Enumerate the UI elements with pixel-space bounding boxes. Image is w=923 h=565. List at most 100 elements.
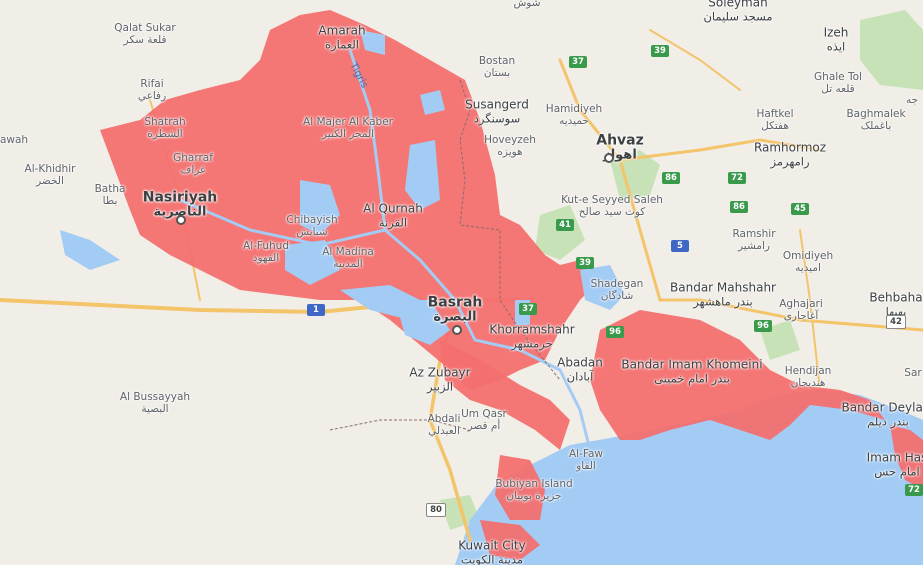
place-label-bandar-mahshahr[interactable]: Bandar Mahshahr بندر ماهشهر <box>670 281 776 308</box>
place-label-ghale-tol[interactable]: Ghale Tol قلعه تل <box>814 71 862 95</box>
label-ar: بندر ماهشهر <box>693 294 753 309</box>
place-label-al-faw[interactable]: Al-Faw الفاو <box>569 448 603 472</box>
place-label-hoveyzeh[interactable]: Hoveyzeh هويزه <box>484 134 536 158</box>
place-label-hendijan[interactable]: Hendijan هندیجان <box>785 365 832 389</box>
place-label-omidiyeh[interactable]: Omidiyeh امیدیه <box>783 250 833 274</box>
label-ar: العمارة <box>325 37 359 52</box>
road-shield: 37 <box>519 303 537 315</box>
label-en: Imam Has <box>866 450 923 465</box>
label-en: Khorramshahr <box>489 322 575 337</box>
label-en: Chibayish <box>286 213 338 226</box>
label-ar: البصرة <box>433 309 477 325</box>
place-label-awah[interactable]: awah <box>0 134 28 146</box>
label-ar: العبدلي <box>428 425 460 437</box>
place-label-bandar-deylam[interactable]: Bandar Deylamبندر دیلم <box>841 401 923 428</box>
place-label-izeh[interactable]: Izeh ایذه <box>824 26 849 53</box>
persian-gulf <box>455 390 923 565</box>
label-en: Bostan <box>478 54 516 67</box>
place-label-batha[interactable]: Batha بطا <box>95 183 126 207</box>
place-label-kuwait-city[interactable]: Kuwait City مدينة الكويت <box>458 539 525 565</box>
label-ar: الفهود <box>252 252 280 264</box>
place-label-baghmalek[interactable]: Baghmalek باغملک <box>846 108 905 132</box>
place-label-jah[interactable]: جه <box>906 94 918 106</box>
label-ar: باغملک <box>860 120 892 132</box>
road-shield: 45 <box>791 203 809 215</box>
label-en: Shatrah <box>144 115 186 128</box>
label-en: Al Bussayyah <box>119 390 191 403</box>
label-en: Um Qasr <box>461 407 507 420</box>
label-ar: بستان <box>483 67 511 79</box>
label-ar: الزبير <box>426 379 454 394</box>
place-label-khorramshahr[interactable]: Khorramshahr خرمشهر <box>489 323 574 350</box>
place-label-gharraf[interactable]: Gharraf غراف <box>173 152 213 176</box>
label-en: Izeh <box>823 25 849 40</box>
place-label-sar[interactable]: Sar <box>904 367 921 379</box>
place-label-al-khidhir[interactable]: Al-Khidhir الخضر <box>25 163 76 187</box>
label-ar: الناصرية <box>153 204 207 220</box>
label-ar: ایذه <box>826 39 846 54</box>
label-en: Haftkel <box>756 107 794 120</box>
label-ar: کوت سید صالح <box>578 206 646 218</box>
city-dot-basrah[interactable] <box>452 325 462 335</box>
place-label-shatrah[interactable]: Shatrah الشطرة <box>144 116 185 140</box>
place-label-bostan[interactable]: Bostan بستان <box>479 55 515 79</box>
place-label-al-bussayyah[interactable]: Al Bussayyah البصية <box>120 391 190 415</box>
place-label-amarah[interactable]: Amarah العمارة <box>318 24 365 51</box>
place-label-aghajari[interactable]: Aghajari آغاجاری <box>779 298 823 322</box>
place-label-haftkel[interactable]: Haftkel هفتکل <box>756 108 793 132</box>
place-label-al-majer[interactable]: Al Majer Al Kaber المجر الكبير <box>303 116 393 140</box>
place-label-soleyman[interactable]: Soleyman مسجد سلیمان <box>703 0 772 24</box>
label-ar: قلعه تل <box>821 83 855 95</box>
place-label-az-zubayr[interactable]: Az Zubayr الزبير <box>409 366 470 393</box>
place-label-behbaha[interactable]: Behbaha بهبها <box>869 291 922 318</box>
road-shield: 41 <box>556 219 574 231</box>
place-label-nasiriyah[interactable]: Nasiriyah الناصرية <box>143 189 218 220</box>
place-label-qalat-sukar[interactable]: Qalat Sukar قلعة سكر <box>114 22 175 46</box>
road-shield: 37 <box>569 56 587 68</box>
place-label-abadan[interactable]: Abadan آبادان <box>557 356 603 383</box>
place-label-abdali[interactable]: Abdali العبدلي <box>428 413 461 437</box>
label-en: Al Madina <box>322 245 374 258</box>
place-label-rifai[interactable]: Rifai رفاعي <box>138 78 166 102</box>
place-label-bandar-imam-khomeini[interactable]: Bandar Imam Khomeini بندر امام خمینی <box>621 358 762 385</box>
label-en: Al-Fuhud <box>243 239 289 252</box>
place-label-ramhormoz[interactable]: Ramhormoz رامهرمز <box>754 141 826 168</box>
label-en: Hoveyzeh <box>484 133 536 146</box>
place-label-shush[interactable]: شوش <box>513 0 540 9</box>
label-ar: سوسنگرد <box>473 111 521 126</box>
place-label-bubiyan-island[interactable]: Bubiyan Island جزيرة بوبيان <box>495 478 572 502</box>
rivers <box>179 49 592 451</box>
city-dot-ahvaz[interactable] <box>604 153 614 163</box>
label-ar: هويزه <box>497 146 523 158</box>
place-label-chibayish[interactable]: Chibayish شبايش <box>286 214 337 238</box>
label-en: Al Qurnah <box>363 201 423 216</box>
label-en: Kut-e Seyyed Saleh <box>561 193 663 206</box>
label-en: Omidiyeh <box>782 249 834 262</box>
label-ar: قلعة سكر <box>123 34 167 46</box>
place-label-imam-has[interactable]: Imam Has امام حس <box>867 451 923 478</box>
place-label-al-madina[interactable]: Al Madina المدينة <box>322 246 374 270</box>
city-dot-nasiriyah[interactable] <box>176 215 186 225</box>
road-shield: 39 <box>651 45 669 57</box>
place-label-hamidiyeh[interactable]: Hamidiyeh حمیدیه <box>546 103 602 127</box>
label-ar: مدينة الكويت <box>460 552 524 565</box>
place-label-basrah[interactable]: Basrah البصرة <box>428 294 483 325</box>
place-label-um-qasr[interactable]: Um Qasr أم قصر <box>461 408 507 432</box>
label-ar: امام حس <box>874 464 920 479</box>
place-label-shadegan[interactable]: Shadegan شادگان <box>591 278 644 302</box>
label-en: Abdali <box>427 412 461 425</box>
place-label-kut-e-seyyed-saleh[interactable]: Kut-e Seyyed Saleh کوت سید صالح <box>561 194 663 218</box>
label-ar: خرمشهر <box>511 336 553 351</box>
place-label-ramshir[interactable]: Ramshir رامشیر <box>732 228 775 252</box>
label-ar: البصية <box>141 403 169 415</box>
place-label-al-qurnah[interactable]: Al Qurnah القرنة <box>363 202 423 229</box>
label-ar: آبادان <box>566 369 594 384</box>
place-label-susangerd[interactable]: Susangerd سوسنگرد <box>465 98 529 125</box>
label-en: Al-Khidhir <box>24 162 76 175</box>
place-label-al-fuhud[interactable]: Al-Fuhud الفهود <box>243 240 289 264</box>
label-ar: المجر الكبير <box>321 128 375 140</box>
label-en: Batha <box>94 182 126 195</box>
road-shield: 72 <box>905 484 923 496</box>
label-en: Rifai <box>140 77 164 90</box>
